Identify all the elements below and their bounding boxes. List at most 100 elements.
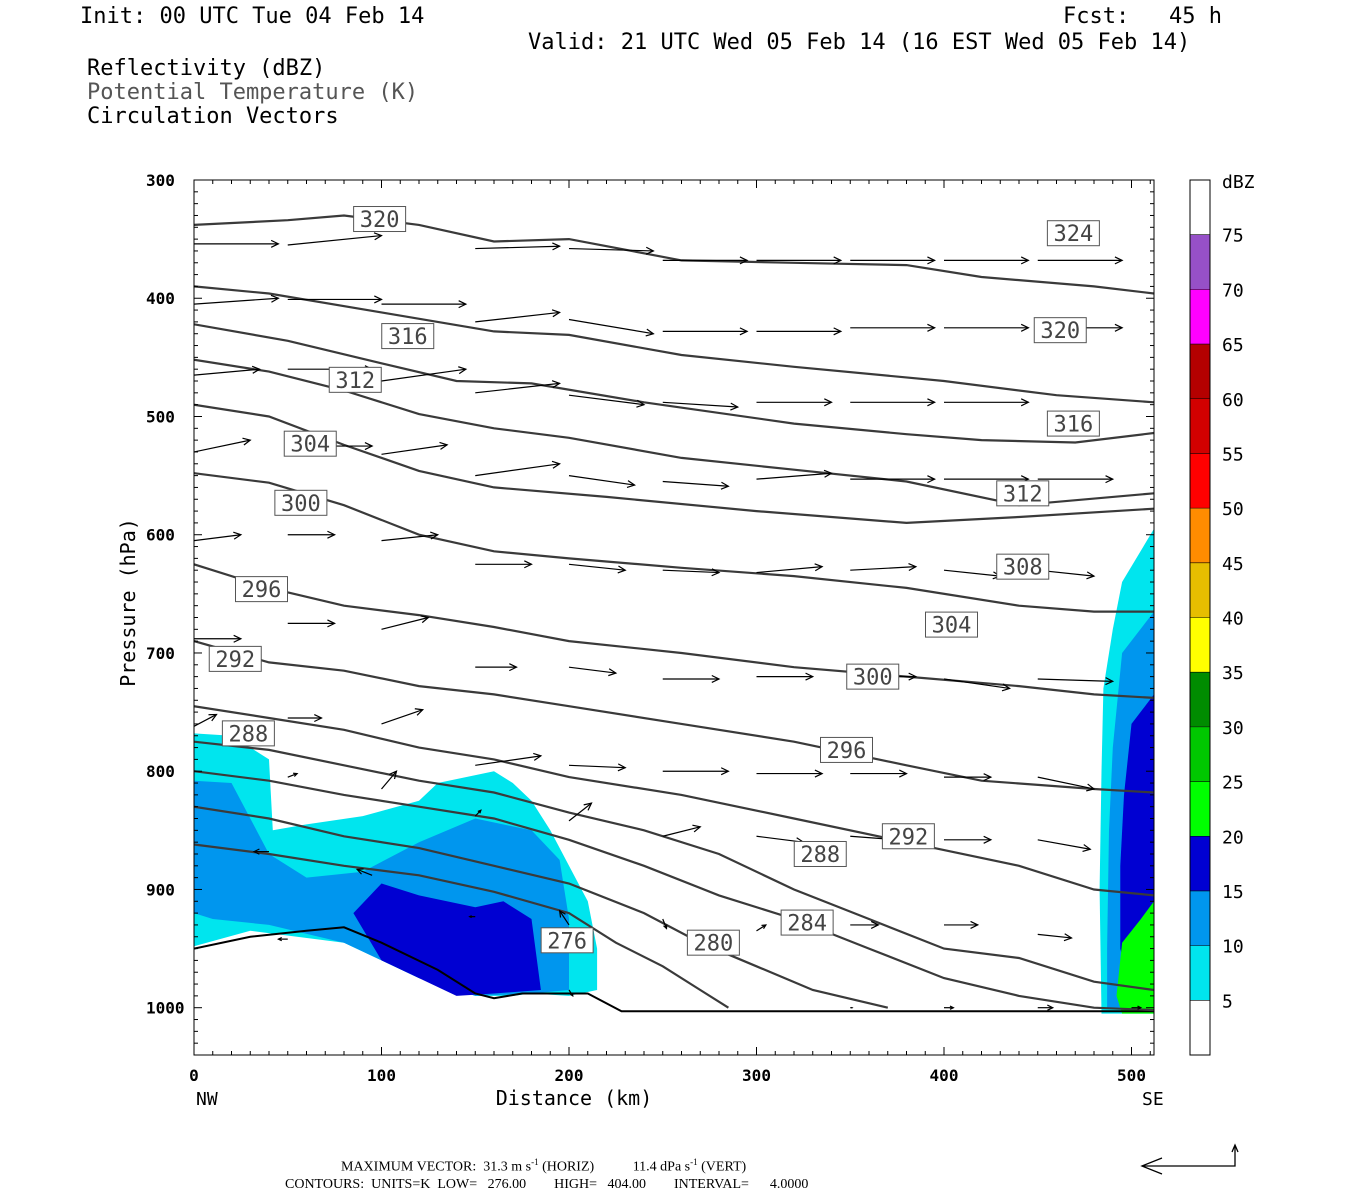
vector-arrowhead [823, 469, 833, 478]
theta-label-box [353, 206, 407, 233]
vector-arrowhead [608, 668, 618, 677]
y-axis-title: Pressure (hPa) [116, 518, 140, 687]
theta-label: 324 [1054, 222, 1094, 247]
circulation-vector [559, 910, 570, 926]
colorbar-label: 70 [1222, 280, 1244, 301]
theta-label-box [381, 323, 435, 350]
vector-arrowhead [730, 402, 740, 411]
vector-arrowhead [1082, 844, 1092, 852]
circulation-vector [475, 382, 560, 394]
vector-arrowhead [927, 475, 937, 484]
theta-label: 304 [290, 433, 330, 458]
vector-arrowhead [833, 327, 843, 336]
theta-contour [194, 563, 1154, 699]
vector-arrowhead [276, 936, 283, 942]
colorbar-segment [1190, 508, 1210, 563]
theta-label: 280 [694, 932, 734, 957]
circulation-vector [475, 311, 560, 323]
circulation-vector [381, 616, 429, 630]
colorbar-segment [1190, 617, 1210, 673]
circulation-vector [475, 755, 541, 766]
vector-arrowhead [208, 713, 218, 722]
vector-arrowhead [1047, 1004, 1055, 1011]
vector-arrowhead [458, 366, 468, 375]
legend-reflectivity: Reflectivity (dBZ) [87, 56, 326, 81]
vector-arrowhead [570, 993, 574, 998]
vector-arrowhead [251, 365, 261, 374]
vector-arrowhead [439, 441, 449, 450]
vector-arrowhead [899, 769, 908, 778]
vector-arrowhead [373, 232, 383, 241]
circulation-vector [475, 245, 560, 250]
vector-arrowhead [720, 481, 730, 490]
theta-label: 288 [800, 843, 840, 868]
legend-theta: Potential Temperature (K) [87, 80, 419, 105]
theta-label-box [925, 611, 978, 638]
circulation-vector [1037, 776, 1095, 790]
circulation-vector [287, 234, 382, 246]
circulation-vector [662, 401, 738, 408]
vector-arrowhead [814, 563, 824, 572]
vector-arrowhead [761, 924, 768, 930]
vector-arrowhead [242, 437, 252, 446]
reference-vector [1142, 1146, 1236, 1167]
colorbar-label: 35 [1222, 663, 1244, 684]
circulation-vector [756, 472, 832, 480]
vector-arrowhead [908, 563, 918, 572]
x-tick-label: 200 [555, 1066, 584, 1085]
max-vector-vert: 11.4 dPa s [632, 1159, 691, 1175]
colorbar-segment [1190, 180, 1210, 235]
vector-arrowhead [1114, 323, 1124, 332]
theta-label-box [996, 480, 1050, 507]
theta-label-box [780, 909, 834, 936]
circulation-vector [1037, 933, 1072, 939]
theta-label: 312 [335, 369, 375, 394]
theta-label-box [881, 823, 935, 850]
theta-contour [194, 740, 1154, 992]
colorbar-segment [1190, 1000, 1210, 1055]
theta-label-box [846, 663, 900, 690]
theta-label: 296 [827, 739, 867, 764]
circulation-vector [568, 764, 626, 769]
x-tick-label: 500 [1117, 1066, 1146, 1085]
theta-label-box [540, 927, 594, 954]
theta-label: 288 [229, 722, 269, 747]
vector-arrowhead [711, 674, 721, 684]
vector-arrowhead [551, 460, 561, 469]
colorbar-label: 45 [1222, 554, 1244, 575]
circulation-vector [568, 247, 654, 252]
theta-contour [194, 285, 1154, 404]
vector-arrowhead [420, 615, 430, 624]
theta-label: 316 [388, 325, 428, 350]
colorbar-segment [1190, 398, 1210, 454]
circulation-vector [194, 534, 241, 542]
colorbar-label: 65 [1222, 335, 1244, 356]
theta-label-box [328, 366, 382, 393]
colorbar-label: 60 [1222, 390, 1244, 411]
circulation-vector [662, 569, 720, 574]
vector-arrowhead [270, 239, 280, 248]
circulation-vector [943, 569, 1001, 577]
theta-label: 316 [1054, 413, 1094, 438]
theta-contour [194, 214, 1154, 295]
vector-arrowhead [233, 531, 243, 540]
vector-arrowhead [509, 663, 518, 672]
y-tick-label: 300 [146, 171, 175, 190]
vector-arrowhead [583, 802, 593, 811]
vector-arrowhead [851, 1006, 854, 1009]
theta-label-box [686, 929, 740, 956]
vector-arrowhead [314, 713, 323, 723]
theta-label: 308 [1003, 556, 1043, 581]
theta-contour [194, 770, 1154, 1012]
vector-arrowhead [636, 399, 646, 408]
y-tick-label: 1000 [146, 999, 185, 1018]
vector-arrowhead [468, 915, 472, 919]
colorbar-label: 15 [1222, 882, 1244, 903]
colorbar-segment [1190, 945, 1210, 1001]
vector-arrowhead [364, 442, 374, 451]
vector-arrowhead [645, 328, 655, 337]
vector-arrowhead [252, 848, 260, 855]
circulation-vector [943, 678, 1010, 690]
vector-arrowhead [833, 256, 843, 265]
